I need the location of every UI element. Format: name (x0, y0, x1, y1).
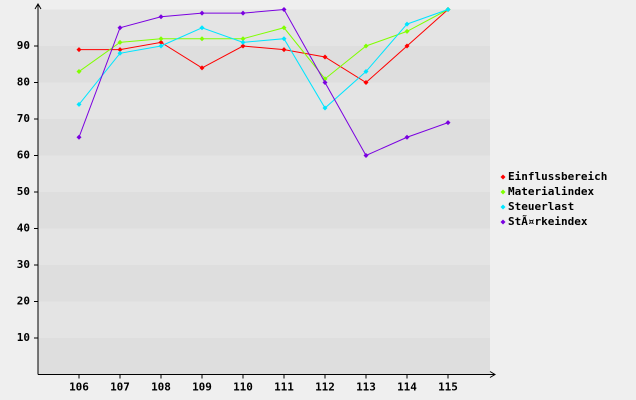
grid-band (38, 192, 490, 229)
y-tick-label: 20 (17, 295, 30, 308)
y-tick-label: 90 (17, 39, 30, 52)
legend-label: Materialindex (508, 185, 594, 198)
legend-label: Steuerlast (508, 200, 574, 213)
series-line (79, 9, 449, 84)
point-marker (281, 36, 287, 42)
point-marker (117, 25, 123, 31)
point-marker (117, 50, 123, 56)
point-marker (240, 10, 246, 16)
point-marker (199, 65, 205, 71)
grid-band (38, 155, 490, 192)
point-marker (76, 101, 82, 107)
x-tick-label: 107 (110, 381, 130, 394)
y-tick-label: 60 (17, 149, 30, 162)
point-marker (240, 36, 246, 42)
legend-label: Einflussbereich (508, 170, 607, 183)
point-marker (240, 39, 246, 45)
point-marker (199, 36, 205, 42)
point-marker (76, 69, 82, 75)
point-marker (158, 14, 164, 20)
legend-marker (500, 189, 506, 195)
point-marker (404, 28, 410, 34)
point-marker (281, 7, 287, 12)
series-line (78, 8, 449, 157)
y-tick-label: 30 (17, 258, 30, 271)
point-marker (158, 43, 164, 49)
legend-marker (500, 219, 506, 225)
point-marker (322, 105, 328, 111)
y-tick-label: 50 (17, 185, 30, 198)
x-tick-label: 112 (315, 381, 335, 394)
x-axis-arrow (489, 371, 496, 378)
x-tick-label: 110 (233, 381, 253, 394)
grid-band (38, 265, 490, 302)
x-tick-label: 109 (192, 381, 212, 394)
point-marker (404, 134, 410, 140)
grid-band (38, 338, 490, 375)
grid-band (38, 46, 490, 83)
grid-band (38, 82, 490, 119)
x-tick-label: 115 (438, 381, 458, 394)
y-tick-label: 40 (17, 222, 30, 235)
point-marker (322, 54, 328, 60)
point-marker (199, 25, 205, 31)
legend-label: StÃ¤rkeindex (508, 215, 588, 228)
point-marker (445, 120, 451, 126)
x-tick-label: 111 (274, 381, 294, 394)
x-tick-label: 108 (151, 381, 171, 394)
point-marker (117, 39, 123, 45)
x-tick-label: 106 (69, 381, 89, 394)
grid-band (38, 119, 490, 156)
legend-marker (500, 174, 506, 180)
point-marker (363, 80, 369, 85)
point-marker (158, 36, 164, 42)
series-line (78, 9, 449, 80)
point-marker (199, 10, 205, 16)
point-marker (404, 21, 410, 27)
y-tick-label: 70 (17, 112, 30, 125)
grid-band (38, 228, 490, 265)
legend-marker (500, 204, 506, 210)
point-marker (404, 43, 410, 49)
x-tick-label: 113 (356, 381, 376, 394)
y-axis-arrow (34, 3, 42, 10)
point-marker (158, 39, 164, 45)
x-tick-label: 114 (397, 381, 417, 394)
point-marker (445, 7, 451, 12)
y-tick-label: 80 (17, 76, 30, 89)
point-marker (363, 69, 369, 75)
point-marker (240, 43, 246, 49)
point-marker (76, 47, 82, 53)
point-marker (281, 25, 287, 31)
point-marker (322, 80, 328, 85)
point-marker (363, 43, 369, 49)
point-marker (117, 47, 123, 53)
series-line (78, 9, 449, 109)
point-marker (281, 47, 287, 53)
point-marker (363, 153, 369, 158)
y-tick-label: 10 (17, 331, 30, 344)
grid-band (38, 301, 490, 338)
point-marker (76, 134, 82, 140)
